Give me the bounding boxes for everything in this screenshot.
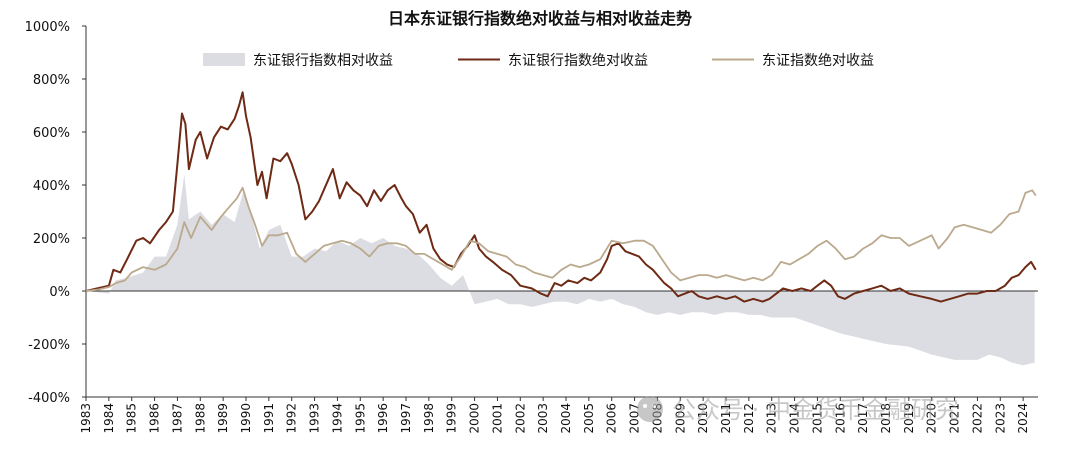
x-tick-label: 2001 (490, 403, 504, 434)
x-tick-label: 2015 (810, 403, 824, 434)
x-tick-label: 1985 (125, 403, 139, 434)
x-tick-label: 1994 (330, 403, 344, 434)
y-tick-label: 0% (49, 285, 70, 300)
legend-label: 东证银行指数相对收益 (253, 53, 393, 69)
chart-axes: 1000% 800% 600% 400% 200% 0% -200% -400% 1983 198… (25, 20, 1038, 434)
wechat-icon (637, 396, 663, 422)
y-tick-label: 600% (33, 126, 70, 141)
x-tick-label: 2023 (993, 403, 1007, 434)
x-tick-label: 2021 (948, 403, 962, 434)
x-tick-label: 2011 (719, 403, 733, 434)
x-tick-label: 2022 (970, 403, 984, 434)
x-tick-label: 1984 (102, 403, 116, 434)
x-tick-label: 1999 (445, 403, 459, 434)
y-tick-label: 400% (33, 179, 70, 194)
watermark-text: 公众号 · 中金货币金融研究 (672, 396, 959, 424)
wechat-icon-eye-left (643, 404, 647, 408)
chart-title: 日本东证银行指数绝对收益与相对收益走势 (388, 9, 692, 28)
x-tick-label: 2020 (925, 403, 939, 434)
series-line-bank-index (85, 91, 1037, 303)
legend-label: 东证指数绝对收益 (762, 53, 874, 69)
x-tick-label: 1995 (353, 403, 367, 434)
x-tick-label: 2019 (902, 403, 916, 434)
y-tick-label: -400% (28, 391, 70, 406)
legend-swatch (203, 53, 245, 66)
x-tick-label: 2009 (673, 403, 687, 434)
chart-legend: 东证银行指数相对收益 东证银行指数绝对收益 东证指数绝对收益 (203, 53, 874, 69)
area-layer (86, 174, 1035, 366)
x-tick-label: 2014 (788, 403, 802, 434)
y-tick-label: 200% (33, 232, 70, 247)
x-tick-label: 1983 (79, 403, 93, 434)
x-tick-label: 2006 (605, 403, 619, 434)
x-tick-label: 2010 (696, 403, 710, 434)
x-tick-label: 1997 (399, 403, 413, 434)
watermark: 公众号 · 中金货币金融研究 (637, 396, 959, 424)
x-tick-label: 2012 (742, 403, 756, 434)
x-tick-label: 1989 (216, 403, 230, 434)
x-tick-label: 2000 (468, 403, 482, 434)
y-tick-label: 1000% (25, 20, 70, 35)
x-tick-label: 2003 (536, 403, 550, 434)
x-tick-label: 1998 (422, 403, 436, 434)
x-tick-label: 1992 (285, 403, 299, 434)
x-tick-label: 1987 (170, 403, 184, 434)
x-tick-label: 1993 (308, 403, 322, 434)
x-tick-label: 2002 (513, 403, 527, 434)
x-tick-label: 2013 (765, 403, 779, 434)
wechat-icon-eye-right (652, 404, 656, 408)
legend-label: 东证银行指数绝对收益 (508, 53, 648, 69)
y-tick-label: -200% (28, 338, 70, 353)
x-tick-label: 1996 (376, 403, 390, 434)
lines-layer (85, 91, 1037, 303)
x-tick-label: 2018 (879, 403, 893, 434)
x-tick-label: 2004 (559, 403, 573, 434)
x-tick-label: 1990 (239, 403, 253, 434)
y-tick-label: 800% (33, 73, 70, 88)
x-tick-label: 1991 (262, 403, 276, 434)
x-tick-label: 2024 (1016, 403, 1030, 434)
series-area-relative-return (86, 174, 1035, 366)
x-tick-label: 1988 (193, 403, 207, 434)
x-tick-label: 2016 (833, 403, 847, 434)
x-tick-label: 1986 (148, 403, 162, 434)
x-tick-label: 2005 (582, 403, 596, 434)
series-line-topix (85, 186, 1037, 292)
x-tick-label: 2017 (856, 403, 870, 434)
